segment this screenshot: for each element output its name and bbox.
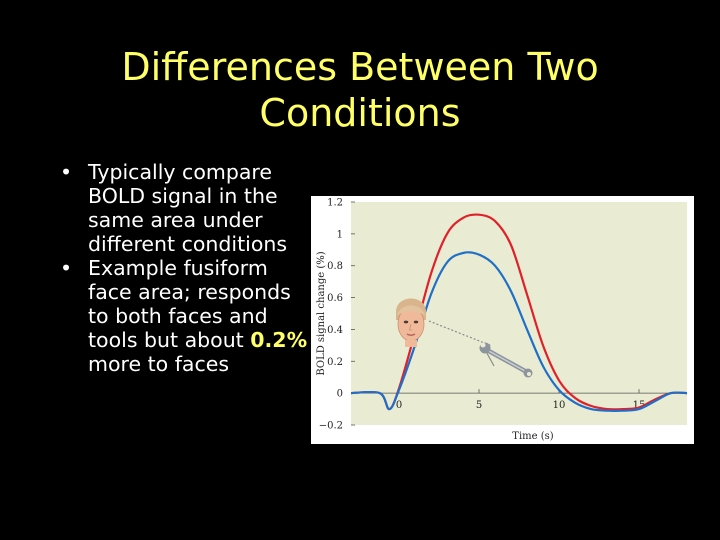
- bullet-text-example: Example fusiform face area; responds to …: [88, 256, 291, 352]
- highlight-percentage: 0.2%: [250, 328, 308, 352]
- y-tick-label: −0.2: [319, 421, 343, 432]
- slide-title-line-2: Conditions: [259, 91, 461, 135]
- slide-title: Differences Between Two Conditions: [40, 44, 680, 136]
- x-tick-label: 10: [553, 400, 566, 411]
- bold-response-chart: −0.2 0 0.2 0.4 0.6 0.8 1 1.2 0 5 10 15 BOLD signal …: [316, 198, 688, 442]
- bullet-text-example-end: more to faces: [88, 352, 230, 376]
- x-tick-label: 15: [633, 400, 646, 411]
- bullet-text-compare: Typically compare BOLD signal in the sam…: [88, 160, 288, 256]
- y-tick-label: 1: [337, 229, 343, 240]
- x-axis-label: Time (s): [512, 431, 553, 442]
- tool-series-line: [350, 251, 688, 412]
- wrench-icon: [479, 342, 533, 378]
- series-layer: [350, 213, 688, 412]
- chart-axes: −0.2 0 0.2 0.4 0.6 0.8 1 1.2 0 5 10 15: [319, 198, 687, 432]
- y-tick-label: 0: [337, 389, 343, 400]
- bullet-item-example: Example fusiform face area; responds to …: [58, 256, 308, 376]
- face-pointer-line: [428, 320, 493, 347]
- slide-title-line-1: Differences Between Two: [121, 45, 599, 89]
- face-series-line: [350, 213, 688, 411]
- y-tick-label: 0.2: [327, 357, 343, 368]
- y-tick-label: 0.4: [327, 325, 343, 336]
- y-tick-label: 0.8: [327, 261, 343, 272]
- x-tick-label: 5: [476, 400, 482, 411]
- x-tick-label: 0: [396, 400, 402, 411]
- y-tick-label: 1.2: [327, 198, 343, 209]
- bold-response-figure: −0.2 0 0.2 0.4 0.6 0.8 1 1.2 0 5 10 15 BOLD signal …: [311, 196, 694, 444]
- y-tick-label: 0.6: [327, 293, 343, 304]
- face-icon: [396, 298, 426, 347]
- bullet-item-compare: Typically compare BOLD signal in the sam…: [58, 160, 308, 256]
- y-axis-label: BOLD signal change (%): [316, 251, 327, 375]
- bullet-list: Typically compare BOLD signal in the sam…: [58, 160, 308, 376]
